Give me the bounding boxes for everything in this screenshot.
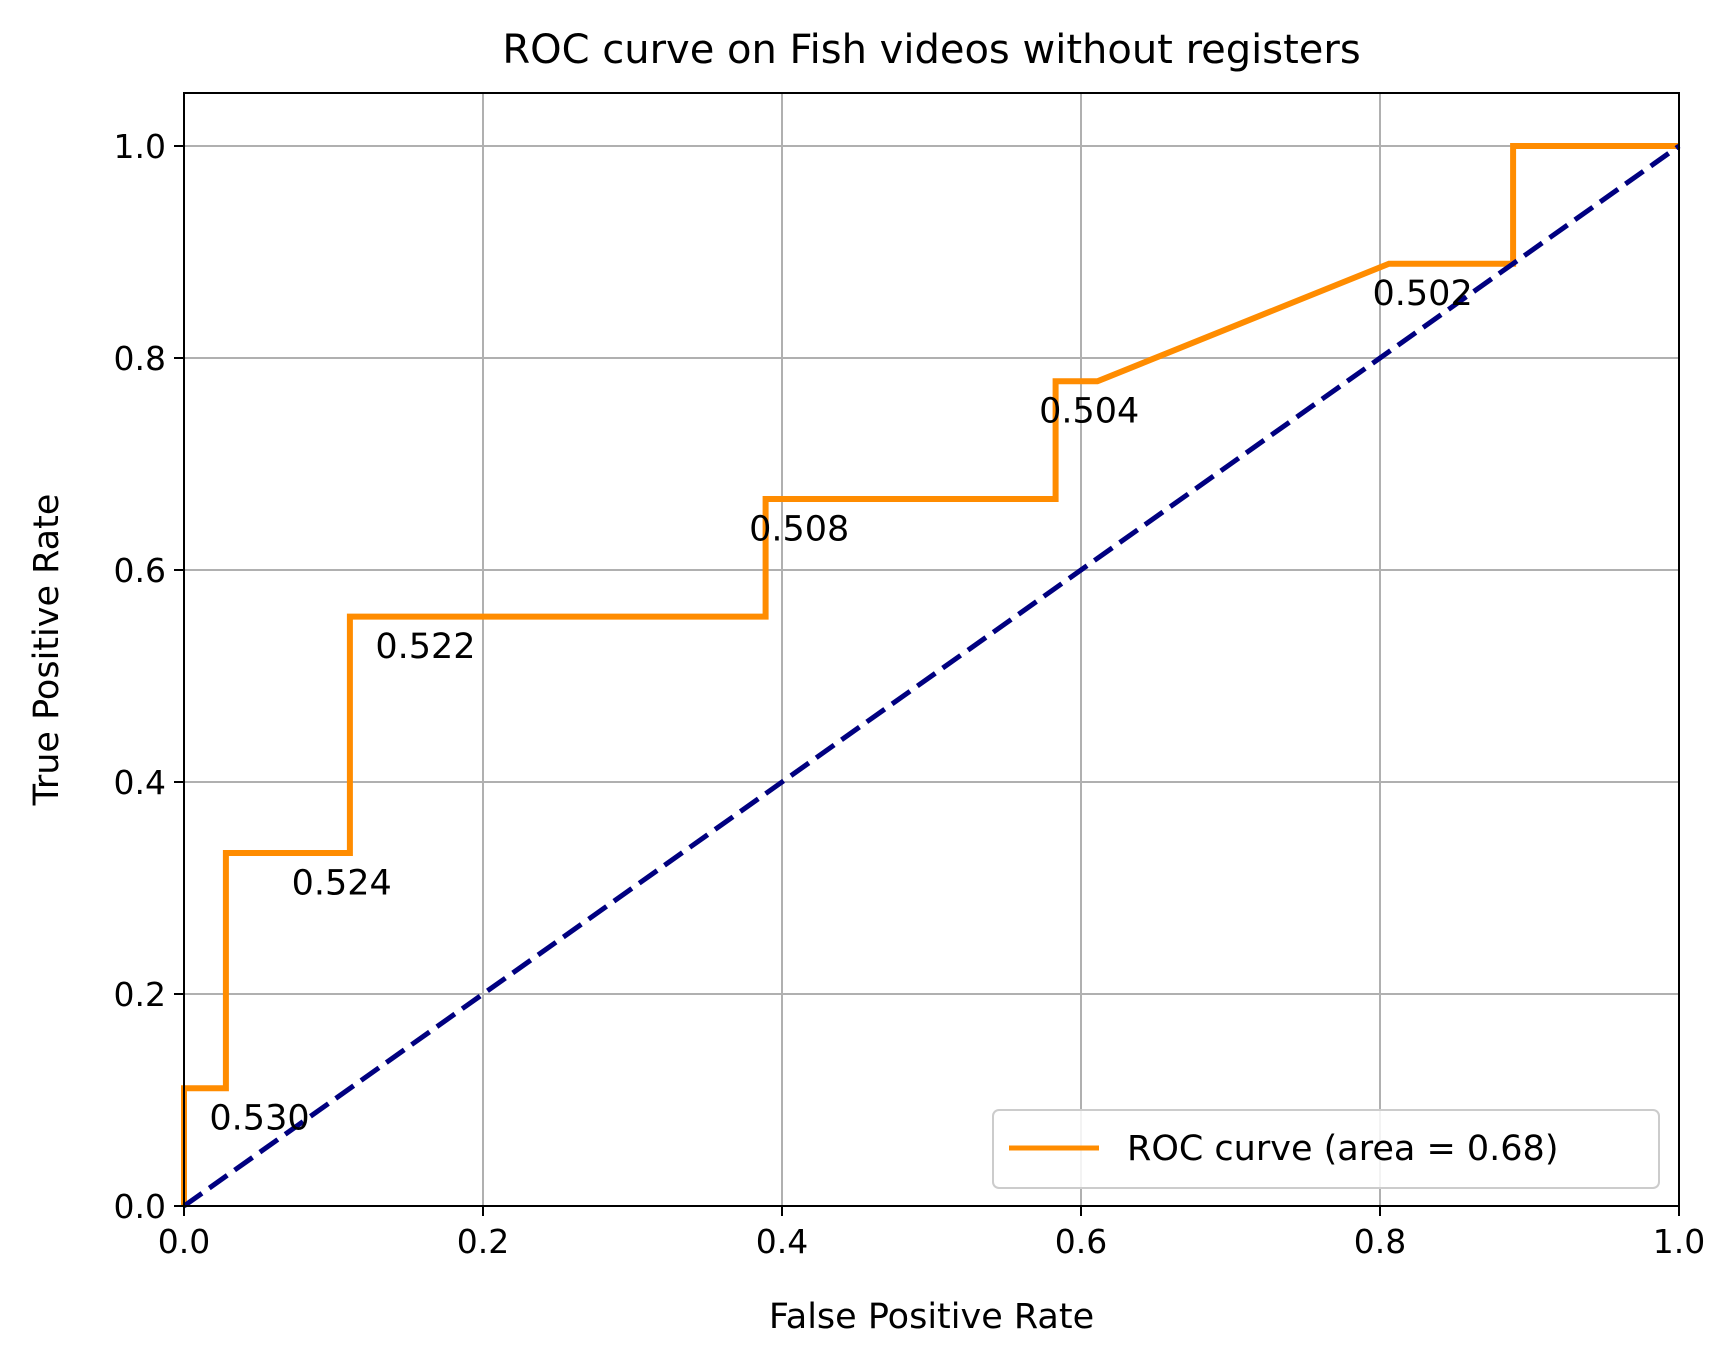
threshold-label: 0.522: [375, 627, 475, 667]
legend-label: ROC curve (area = 0.68): [1127, 1129, 1558, 1169]
grid: [183, 93, 1680, 1207]
y-tick-label: 0.8: [114, 339, 166, 378]
threshold-label: 0.502: [1373, 274, 1473, 314]
y-tick-label: 0.4: [114, 763, 166, 802]
y-axis-title: True Positive Rate: [27, 494, 67, 807]
x-tick-label: 0.4: [756, 1222, 808, 1261]
ticks: 0.0 0.2 0.4 0.6 0.8 1.0 0.0 0.2 0.4 0.6 0.8 1.0: [114, 127, 1706, 1261]
y-tick-label: 0.2: [114, 975, 166, 1014]
threshold-label: 0.524: [292, 863, 392, 903]
x-axis-title: False Positive Rate: [769, 1297, 1094, 1337]
plot-frame: [183, 92, 1680, 1207]
y-tick-label: 0.0: [114, 1187, 166, 1226]
threshold-label: 0.530: [209, 1099, 309, 1139]
x-tick-label: 0.6: [1055, 1222, 1107, 1261]
y-tick-label: 1.0: [114, 127, 166, 166]
threshold-label: 0.508: [749, 509, 849, 549]
series-layer: [181, 143, 1681, 1209]
chart-title: ROC curve on Fish videos without registe…: [502, 27, 1360, 73]
x-tick-label: 0.8: [1354, 1222, 1406, 1261]
roc-curve-line: [181, 143, 1679, 1206]
x-tick-label: 0.0: [158, 1222, 210, 1261]
x-tick-label: 0.2: [457, 1222, 509, 1261]
x-tick-label: 1.0: [1653, 1222, 1705, 1261]
legend: ROC curve (area = 0.68): [992, 1109, 1660, 1189]
chance-diagonal-line: [182, 143, 1681, 1209]
annotation-layer: 0.530 0.524 0.522 0.508 0.504 0.502: [209, 274, 1472, 1139]
threshold-label: 0.504: [1039, 392, 1139, 432]
y-tick-label: 0.6: [114, 551, 166, 590]
legend-box: [992, 1109, 1660, 1189]
